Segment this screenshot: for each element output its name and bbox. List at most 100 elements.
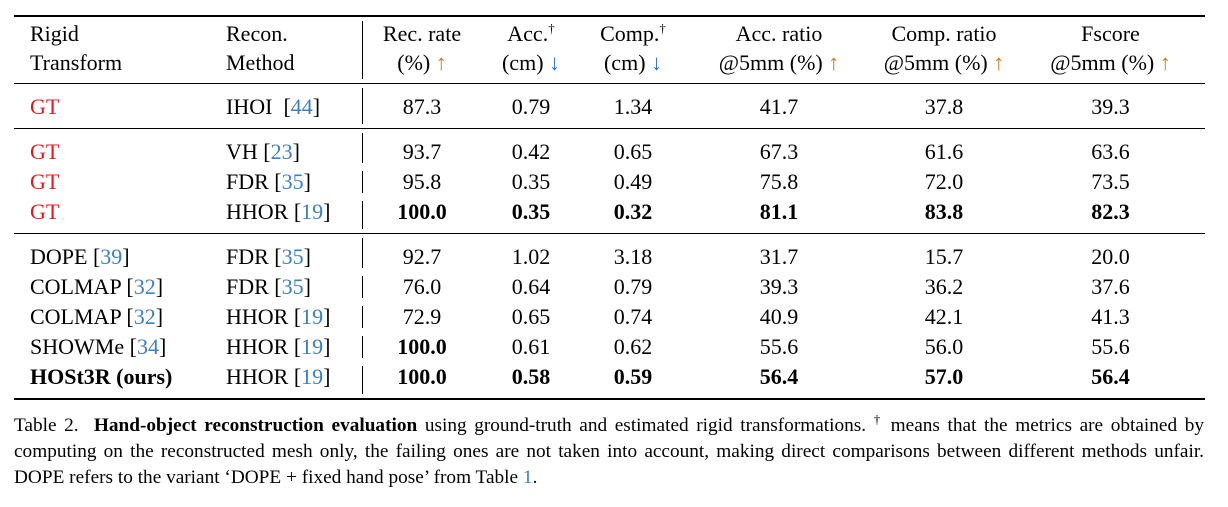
metric-value-cell: 31.7: [759, 244, 799, 269]
rigid-transform-cell: GT: [30, 139, 60, 164]
rigid-transform-cell: GT: [30, 94, 60, 119]
caption-text: .: [532, 467, 538, 488]
metric-value-cell: 0.32: [613, 199, 653, 224]
citation-link[interactable]: 39: [100, 244, 123, 269]
citation-link[interactable]: 35: [281, 169, 304, 194]
table-row: GT HHOR [19] 100.0 0.35 0.32 81.1 83.8 82.3: [14, 197, 1205, 234]
metric-value-cell: 72.0: [924, 169, 964, 194]
metric-value-cell: 42.1: [924, 304, 964, 329]
table-row: SHOWMe [34] HHOR [19] 100.0 0.61 0.62 55.6 56.…: [14, 332, 1205, 362]
table-row: GT VH [23] 93.7 0.42 0.65 67.3 61.6 63.6: [14, 129, 1205, 168]
metric-value-cell: 55.6: [1091, 334, 1130, 359]
citation-link[interactable]: 23: [270, 139, 293, 164]
metric-value-cell: 0.64: [511, 274, 551, 299]
table-row: HOSt3R (ours) HHOR [19] 100.0 0.58 0.59 56.4 5…: [14, 362, 1205, 399]
citation-link[interactable]: 34: [136, 334, 159, 359]
rigid-transform-cell: GT: [30, 169, 60, 194]
recon-method-cell: HHOR [19]: [226, 334, 331, 359]
metric-value-cell: 55.6: [759, 334, 799, 359]
metric-value-cell: 83.8: [924, 199, 964, 224]
table-row: COLMAP [32] HHOR [19] 72.9 0.65 0.74 40.9 42.1…: [14, 302, 1205, 332]
metric-value-cell: 75.8: [759, 169, 799, 194]
table-group: GT IHOI [44] 87.3 0.79 1.34 41.7 37.8 39.3: [14, 84, 1205, 129]
arrow-up-icon: ↑: [993, 50, 1005, 75]
metric-value-cell: 76.0: [362, 272, 482, 302]
metric-value-cell: 41.3: [1091, 304, 1130, 329]
header-recon-method: Recon. Method: [226, 21, 295, 75]
citation-link[interactable]: 19: [301, 199, 324, 224]
header-rigid-transform: Rigid Transform: [30, 21, 123, 75]
rigid-transform-cell: DOPE [39]: [30, 244, 130, 269]
header-metric: Comp. ratio @5mm (%) ↑: [883, 21, 1005, 75]
metric-value-cell: 0.74: [613, 304, 653, 329]
table-row: DOPE [39] FDR [35] 92.7 1.02 3.18 31.7 15.7 20.…: [14, 234, 1205, 273]
metric-value-cell: 81.1: [759, 199, 799, 224]
results-table: Rigid Transform Recon. Method Rec. rate (%) ↑…: [14, 15, 1205, 400]
metric-value-cell: 92.7: [362, 234, 482, 273]
rigid-transform-cell: COLMAP [32]: [30, 274, 164, 299]
header-metric: Rec. rate (%) ↑: [362, 16, 482, 84]
recon-method-cell: IHOI [44]: [226, 94, 321, 119]
arrow-down-icon: ↓: [651, 50, 663, 75]
header-metric: Fscore @5mm (%) ↑: [1050, 21, 1171, 75]
metric-value-cell: 100.0: [362, 332, 482, 362]
arrow-up-icon: ↑: [828, 50, 840, 75]
dagger-symbol: †: [873, 411, 884, 427]
metric-value-cell: 100.0: [362, 362, 482, 399]
metric-value-cell: 61.6: [924, 139, 964, 164]
metric-value-cell: 73.5: [1091, 169, 1130, 194]
citation-link[interactable]: 19: [301, 334, 324, 359]
table-group: DOPE [39] FDR [35] 92.7 1.02 3.18 31.7 15.7 20.…: [14, 234, 1205, 399]
metric-value-cell: 15.7: [924, 244, 964, 269]
metric-value-cell: 0.79: [613, 274, 653, 299]
arrow-down-icon: ↓: [549, 50, 561, 75]
table-row: GT FDR [35] 95.8 0.35 0.49 75.8 72.0 73.5: [14, 167, 1205, 197]
recon-method-cell: FDR [35]: [226, 274, 311, 299]
metric-value-cell: 67.3: [759, 139, 799, 164]
metric-value-cell: 39.3: [1091, 94, 1130, 119]
metric-value-cell: 0.49: [613, 169, 653, 194]
rigid-transform-cell: HOSt3R (ours): [30, 364, 173, 389]
citation-link[interactable]: 32: [133, 304, 156, 329]
metric-value-cell: 57.0: [924, 364, 964, 389]
metric-value-cell: 56.4: [759, 364, 799, 389]
caption-text: using ground-truth and estimated rigid t…: [417, 415, 874, 436]
recon-method-cell: HHOR [19]: [226, 304, 331, 329]
table-header: Rigid Transform Recon. Method Rec. rate (%) ↑…: [14, 16, 1205, 84]
metric-value-cell: 37.8: [924, 94, 964, 119]
metric-value-cell: 0.59: [613, 364, 653, 389]
metric-value-cell: 0.62: [613, 334, 653, 359]
metric-value-cell: 39.3: [759, 274, 799, 299]
metric-value-cell: 72.9: [362, 302, 482, 332]
table-row: COLMAP [32] FDR [35] 76.0 0.64 0.79 39.3 36.2 3…: [14, 272, 1205, 302]
citation-link[interactable]: 32: [133, 274, 156, 299]
metric-value-cell: 0.79: [511, 94, 551, 119]
metric-value-cell: 40.9: [759, 304, 799, 329]
caption-label: Table 2.: [14, 415, 79, 436]
rigid-transform-cell: SHOWMe [34]: [30, 334, 167, 359]
metric-value-cell: 37.6: [1091, 274, 1130, 299]
rigid-transform-cell: COLMAP [32]: [30, 304, 164, 329]
metric-value-cell: 0.35: [511, 199, 551, 224]
citation-link[interactable]: 19: [301, 364, 324, 389]
citation-link[interactable]: 35: [281, 244, 304, 269]
citation-link[interactable]: 19: [301, 304, 324, 329]
metric-value-cell: 0.58: [511, 364, 551, 389]
recon-method-cell: FDR [35]: [226, 169, 311, 194]
metric-value-cell: 0.42: [511, 139, 551, 164]
table-reference-link[interactable]: 1: [522, 467, 533, 488]
metric-value-cell: 63.6: [1091, 139, 1130, 164]
metric-value-cell: 100.0: [362, 197, 482, 234]
metric-value-cell: 56.4: [1091, 364, 1130, 389]
citation-link[interactable]: 44: [290, 94, 313, 119]
metric-value-cell: 41.7: [759, 94, 799, 119]
caption-text: means that the metrics are obtained by c…: [14, 415, 1205, 488]
metric-value-cell: 20.0: [1091, 244, 1130, 269]
header-metric: Acc. ratio @5mm (%) ↑: [718, 21, 840, 75]
citation-link[interactable]: 35: [281, 274, 304, 299]
metric-value-cell: 56.0: [924, 334, 964, 359]
metric-value-cell: 0.65: [511, 304, 551, 329]
metric-value-cell: 36.2: [924, 274, 964, 299]
metric-value-cell: 87.3: [362, 84, 482, 129]
metric-value-cell: 1.02: [511, 244, 551, 269]
